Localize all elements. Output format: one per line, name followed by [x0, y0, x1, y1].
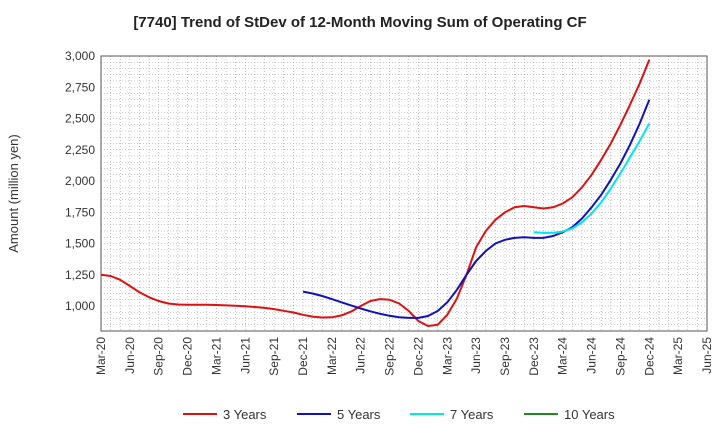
series-line-3-years — [100, 59, 651, 327]
plot-frame — [100, 55, 708, 332]
series-line-5-years — [302, 99, 651, 319]
legend-label: 10 Years — [564, 407, 615, 422]
y-tick-label: 1,000 — [65, 299, 95, 313]
x-tick-label: Sep-22 — [383, 337, 397, 376]
legend-label: 5 Years — [337, 407, 381, 422]
x-tick-label: Sep-21 — [267, 337, 281, 376]
series-lines — [100, 59, 651, 327]
y-tick-label: 2,250 — [65, 143, 95, 157]
x-tick-labels: Mar-20 Jun-20 Sep-20 Dec-20 Mar-21 Jun-21 Sep-… — [94, 337, 714, 376]
x-tick-label: Jun-25 — [700, 337, 714, 374]
y-tick-label: 2,000 — [65, 174, 95, 188]
x-tick-label: Dec-24 — [642, 337, 656, 376]
series-line-7-years — [533, 123, 651, 234]
x-tick-label: Mar-23 — [440, 337, 454, 375]
legend-label: 7 Years — [450, 407, 494, 422]
y-tick-label: 1,500 — [65, 237, 95, 251]
y-tick-label: 1,750 — [65, 205, 95, 219]
x-tick-label: Mar-21 — [209, 337, 223, 375]
grid — [100, 55, 708, 331]
x-tick-label: Sep-24 — [613, 337, 627, 376]
x-tick-label: Mar-22 — [325, 337, 339, 375]
y-tick-label: 2,750 — [65, 80, 95, 94]
x-tick-label: Jun-20 — [123, 337, 137, 374]
x-tick-label: Jun-22 — [354, 337, 368, 374]
x-tick-label: Mar-24 — [556, 337, 570, 375]
x-tick-label: Jun-23 — [469, 337, 483, 374]
y-tick-label: 3,000 — [65, 49, 95, 63]
x-tick-label: Dec-23 — [527, 337, 541, 376]
x-tick-label: Jun-21 — [238, 337, 252, 374]
legend-label: 3 Years — [223, 407, 267, 422]
x-tick-label: Dec-21 — [296, 337, 310, 376]
x-tick-label: Dec-20 — [181, 337, 195, 376]
y-tick-label: 2,500 — [65, 112, 95, 126]
x-tick-label: Jun-24 — [585, 337, 599, 374]
chart-title: [7740] Trend of StDev of 12-Month Moving… — [133, 14, 586, 31]
x-tick-label: Mar-20 — [94, 337, 108, 375]
x-tick-label: Sep-20 — [152, 337, 166, 376]
y-tick-label: 1,250 — [65, 268, 95, 282]
x-tick-label: Dec-22 — [411, 337, 425, 376]
y-axis-label: Amount (million yen) — [6, 134, 21, 253]
legend: 3 Years 5 Years 7 Years 10 Years — [183, 407, 615, 422]
x-tick-label: Sep-23 — [498, 337, 512, 376]
y-tick-labels: 1,000 1,250 1,500 1,750 2,000 2,250 2,500 2,750… — [65, 49, 95, 313]
x-tick-label: Mar-25 — [671, 337, 685, 375]
